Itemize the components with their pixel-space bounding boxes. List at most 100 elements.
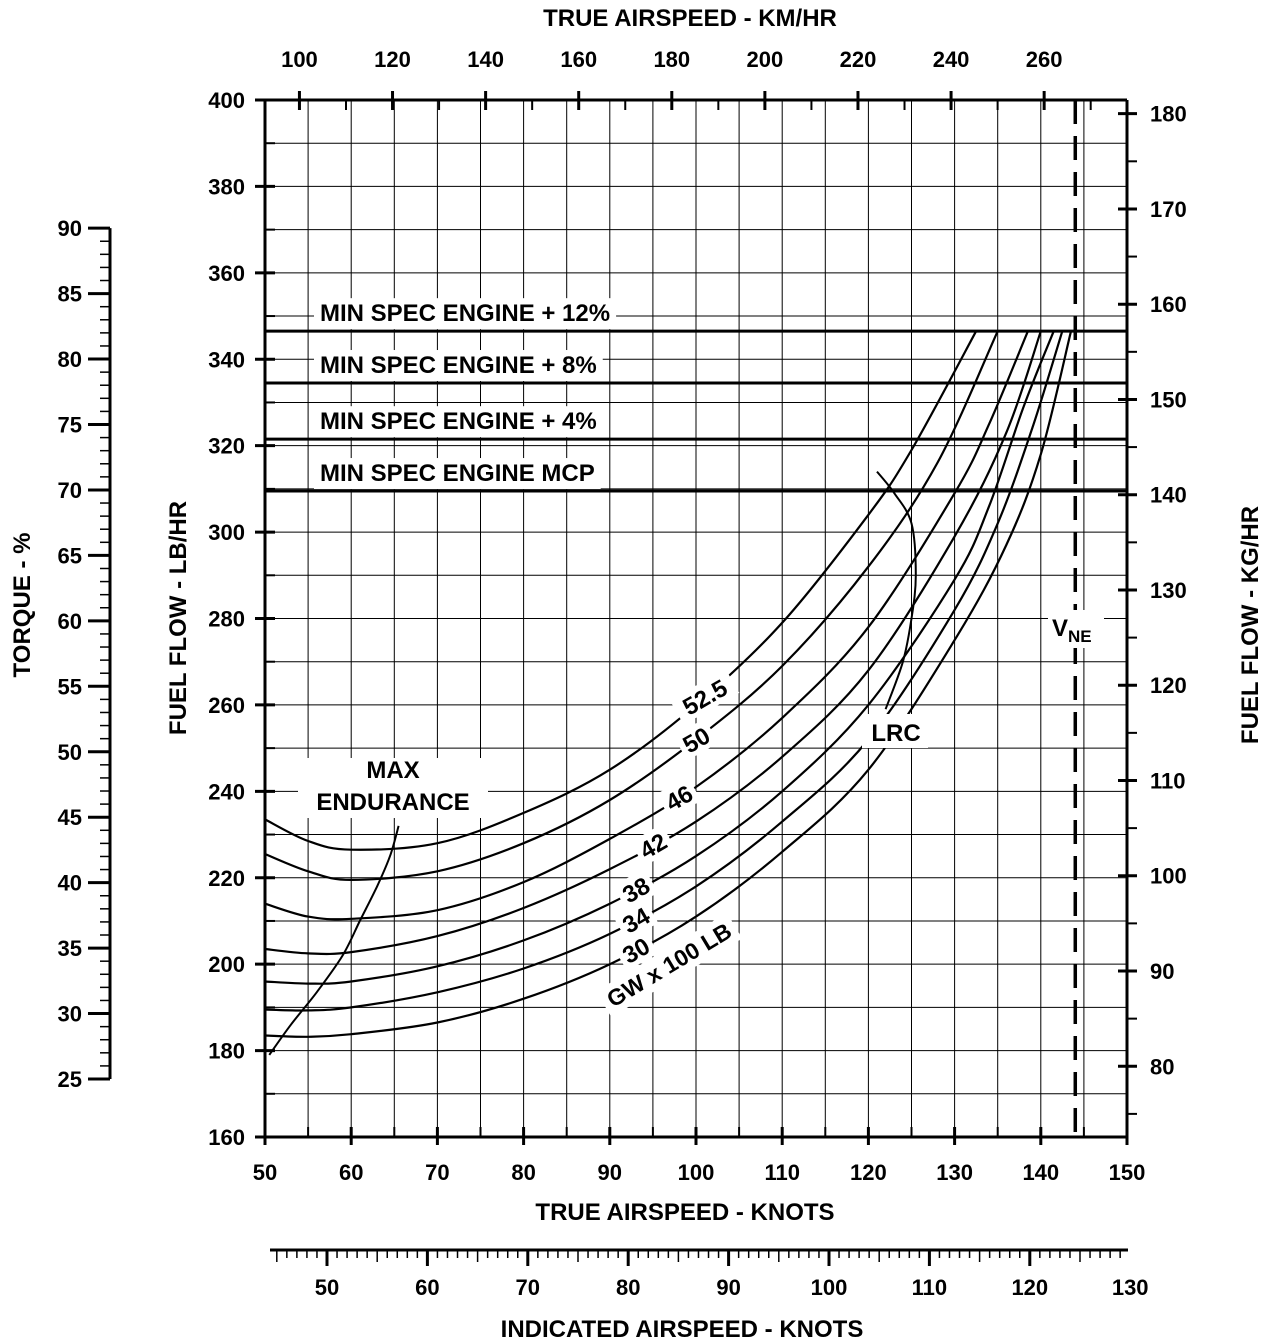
torque-axis-title: TORQUE - %	[9, 533, 36, 678]
right-tick-label: 160	[1150, 292, 1187, 317]
gw-curve-label-bg	[669, 668, 740, 725]
max-endurance-label: ENDURANCE	[316, 789, 469, 816]
top-tick-label: 120	[374, 47, 411, 72]
torque-tick-label: 70	[58, 478, 82, 503]
x-tick-label: 70	[425, 1160, 449, 1185]
x-tick-label: 120	[850, 1160, 887, 1185]
x-tick-label: 110	[764, 1160, 800, 1185]
indicated-tick-label: 120	[1011, 1275, 1048, 1300]
indicated-axis-title: INDICATED AIRSPEED - KNOTS	[501, 1316, 864, 1341]
gw-curve-label-group: 46	[656, 776, 702, 819]
gw-curve-34	[264, 330, 1064, 1012]
right-tick-label: 80	[1150, 1054, 1174, 1079]
vne-label: VNE	[1052, 615, 1092, 646]
gw-curve-label-group: 52.5	[669, 668, 740, 725]
engine-limit-label: MIN SPEC ENGINE + 8%	[320, 352, 597, 379]
right-tick-label: 140	[1150, 483, 1187, 508]
gw-curve-50	[264, 330, 999, 882]
y-tick-label: 240	[208, 779, 245, 804]
top-tick-label: 240	[933, 47, 970, 72]
x-tick-label: 90	[598, 1160, 622, 1185]
x-tick-label: 140	[1022, 1160, 1059, 1185]
engine-limit-lines: MIN SPEC ENGINE + 12% MIN SPEC ENGINE + 8…	[265, 100, 1127, 1137]
right-tick-label: 120	[1150, 673, 1187, 698]
torque-tick-label: 30	[58, 1002, 82, 1027]
top-tick-label: 260	[1026, 47, 1063, 72]
y-tick-label: 180	[208, 1039, 245, 1064]
y-tick-label: 360	[208, 261, 245, 286]
chart-grid	[265, 100, 1127, 1137]
torque-tick-label: 75	[58, 413, 82, 438]
torque-tick-label: 40	[58, 871, 82, 896]
indicated-tick-label: 70	[516, 1275, 540, 1300]
chart-labels: TRUE AIRSPEED - KM/HR TRUE AIRSPEED - KN…	[9, 5, 1264, 1341]
gw-label-bg	[596, 912, 743, 1018]
torque-tick-label: 85	[58, 282, 82, 307]
gw-curve-label-group: 42	[630, 824, 676, 867]
x-tick-label: 100	[678, 1160, 715, 1185]
engine-limit-label-bg	[314, 350, 603, 382]
indicated-tick-label: 100	[811, 1275, 848, 1300]
right-tick-label: 110	[1150, 768, 1186, 793]
y-tick-label: 200	[208, 952, 245, 977]
y-tick-label: 300	[208, 520, 245, 545]
y-tick-label: 260	[208, 693, 245, 718]
guide-curve	[876, 470, 917, 710]
guide-curve	[268, 825, 400, 1056]
top-tick-label: 140	[467, 47, 504, 72]
torque-tick-label: 90	[58, 216, 82, 241]
gw-curve-label-bg	[656, 776, 702, 819]
y-tick-label: 340	[208, 347, 245, 372]
right-tick-label: 90	[1150, 959, 1174, 984]
torque-tick-label: 55	[58, 674, 82, 699]
max-endurance-label: MAX	[366, 757, 419, 784]
gw-curve-30	[264, 330, 1073, 1038]
y-tick-label: 160	[208, 1125, 245, 1150]
lrc-label-bg	[862, 714, 928, 748]
bottom-axis-title: TRUE AIRSPEED - KNOTS	[535, 1199, 834, 1226]
y-tick-label: 380	[208, 174, 245, 199]
torque-tick-label: 25	[58, 1067, 82, 1092]
y-tick-label: 220	[208, 866, 245, 891]
gw-curve-label-bg	[613, 898, 659, 941]
gw-curve-38	[264, 330, 1055, 985]
x-tick-label: 60	[339, 1160, 363, 1185]
gw-curve-label-bg	[630, 824, 676, 867]
gw-curve-label-group: 38	[613, 868, 659, 911]
gw-curve-label-bg	[613, 928, 659, 972]
right-tick-label: 170	[1150, 197, 1187, 222]
top-tick-label: 180	[653, 47, 690, 72]
left-axis-title: FUEL FLOW - LB/HR	[165, 501, 192, 735]
right-axis-title: FUEL FLOW - KG/HR	[1237, 506, 1264, 744]
gw-curve-42	[264, 330, 1042, 956]
right-tick-label: 180	[1150, 102, 1187, 127]
top-tick-label: 100	[281, 47, 318, 72]
torque-tick-label: 80	[58, 347, 82, 372]
engine-limit-label-bg	[314, 406, 603, 438]
x-tick-label: 150	[1109, 1160, 1146, 1185]
indicated-tick-label: 60	[415, 1275, 439, 1300]
top-tick-label: 160	[560, 47, 597, 72]
top-tick-label: 220	[840, 47, 877, 72]
torque-tick-label: 65	[58, 543, 82, 568]
vne-label-bg	[1048, 610, 1104, 648]
engine-limit-label-bg	[314, 298, 617, 330]
indicated-tick-label: 80	[616, 1275, 640, 1300]
top-axis-title: TRUE AIRSPEED - KM/HR	[543, 5, 837, 32]
y-tick-label: 400	[208, 88, 245, 113]
gw-curve-label-bg	[613, 868, 659, 911]
torque-tick-label: 35	[58, 936, 82, 961]
chart-axes: 160 180 200 220 240 260 280 300 320 340 360 380 400 5…	[58, 47, 1187, 1300]
engine-limit-label: MIN SPEC ENGINE MCP	[320, 460, 595, 487]
indicated-tick-label: 90	[716, 1275, 740, 1300]
right-tick-label: 100	[1150, 864, 1187, 889]
top-tick-label: 200	[747, 47, 784, 72]
indicated-tick-label: 130	[1112, 1275, 1149, 1300]
right-tick-label: 150	[1150, 387, 1187, 412]
torque-tick-label: 45	[58, 805, 82, 830]
gw-curve-label-group: 50	[673, 718, 719, 761]
y-tick-label: 320	[208, 434, 245, 459]
engine-limit-label: MIN SPEC ENGINE + 12%	[320, 300, 610, 327]
torque-tick-label: 60	[58, 609, 82, 634]
